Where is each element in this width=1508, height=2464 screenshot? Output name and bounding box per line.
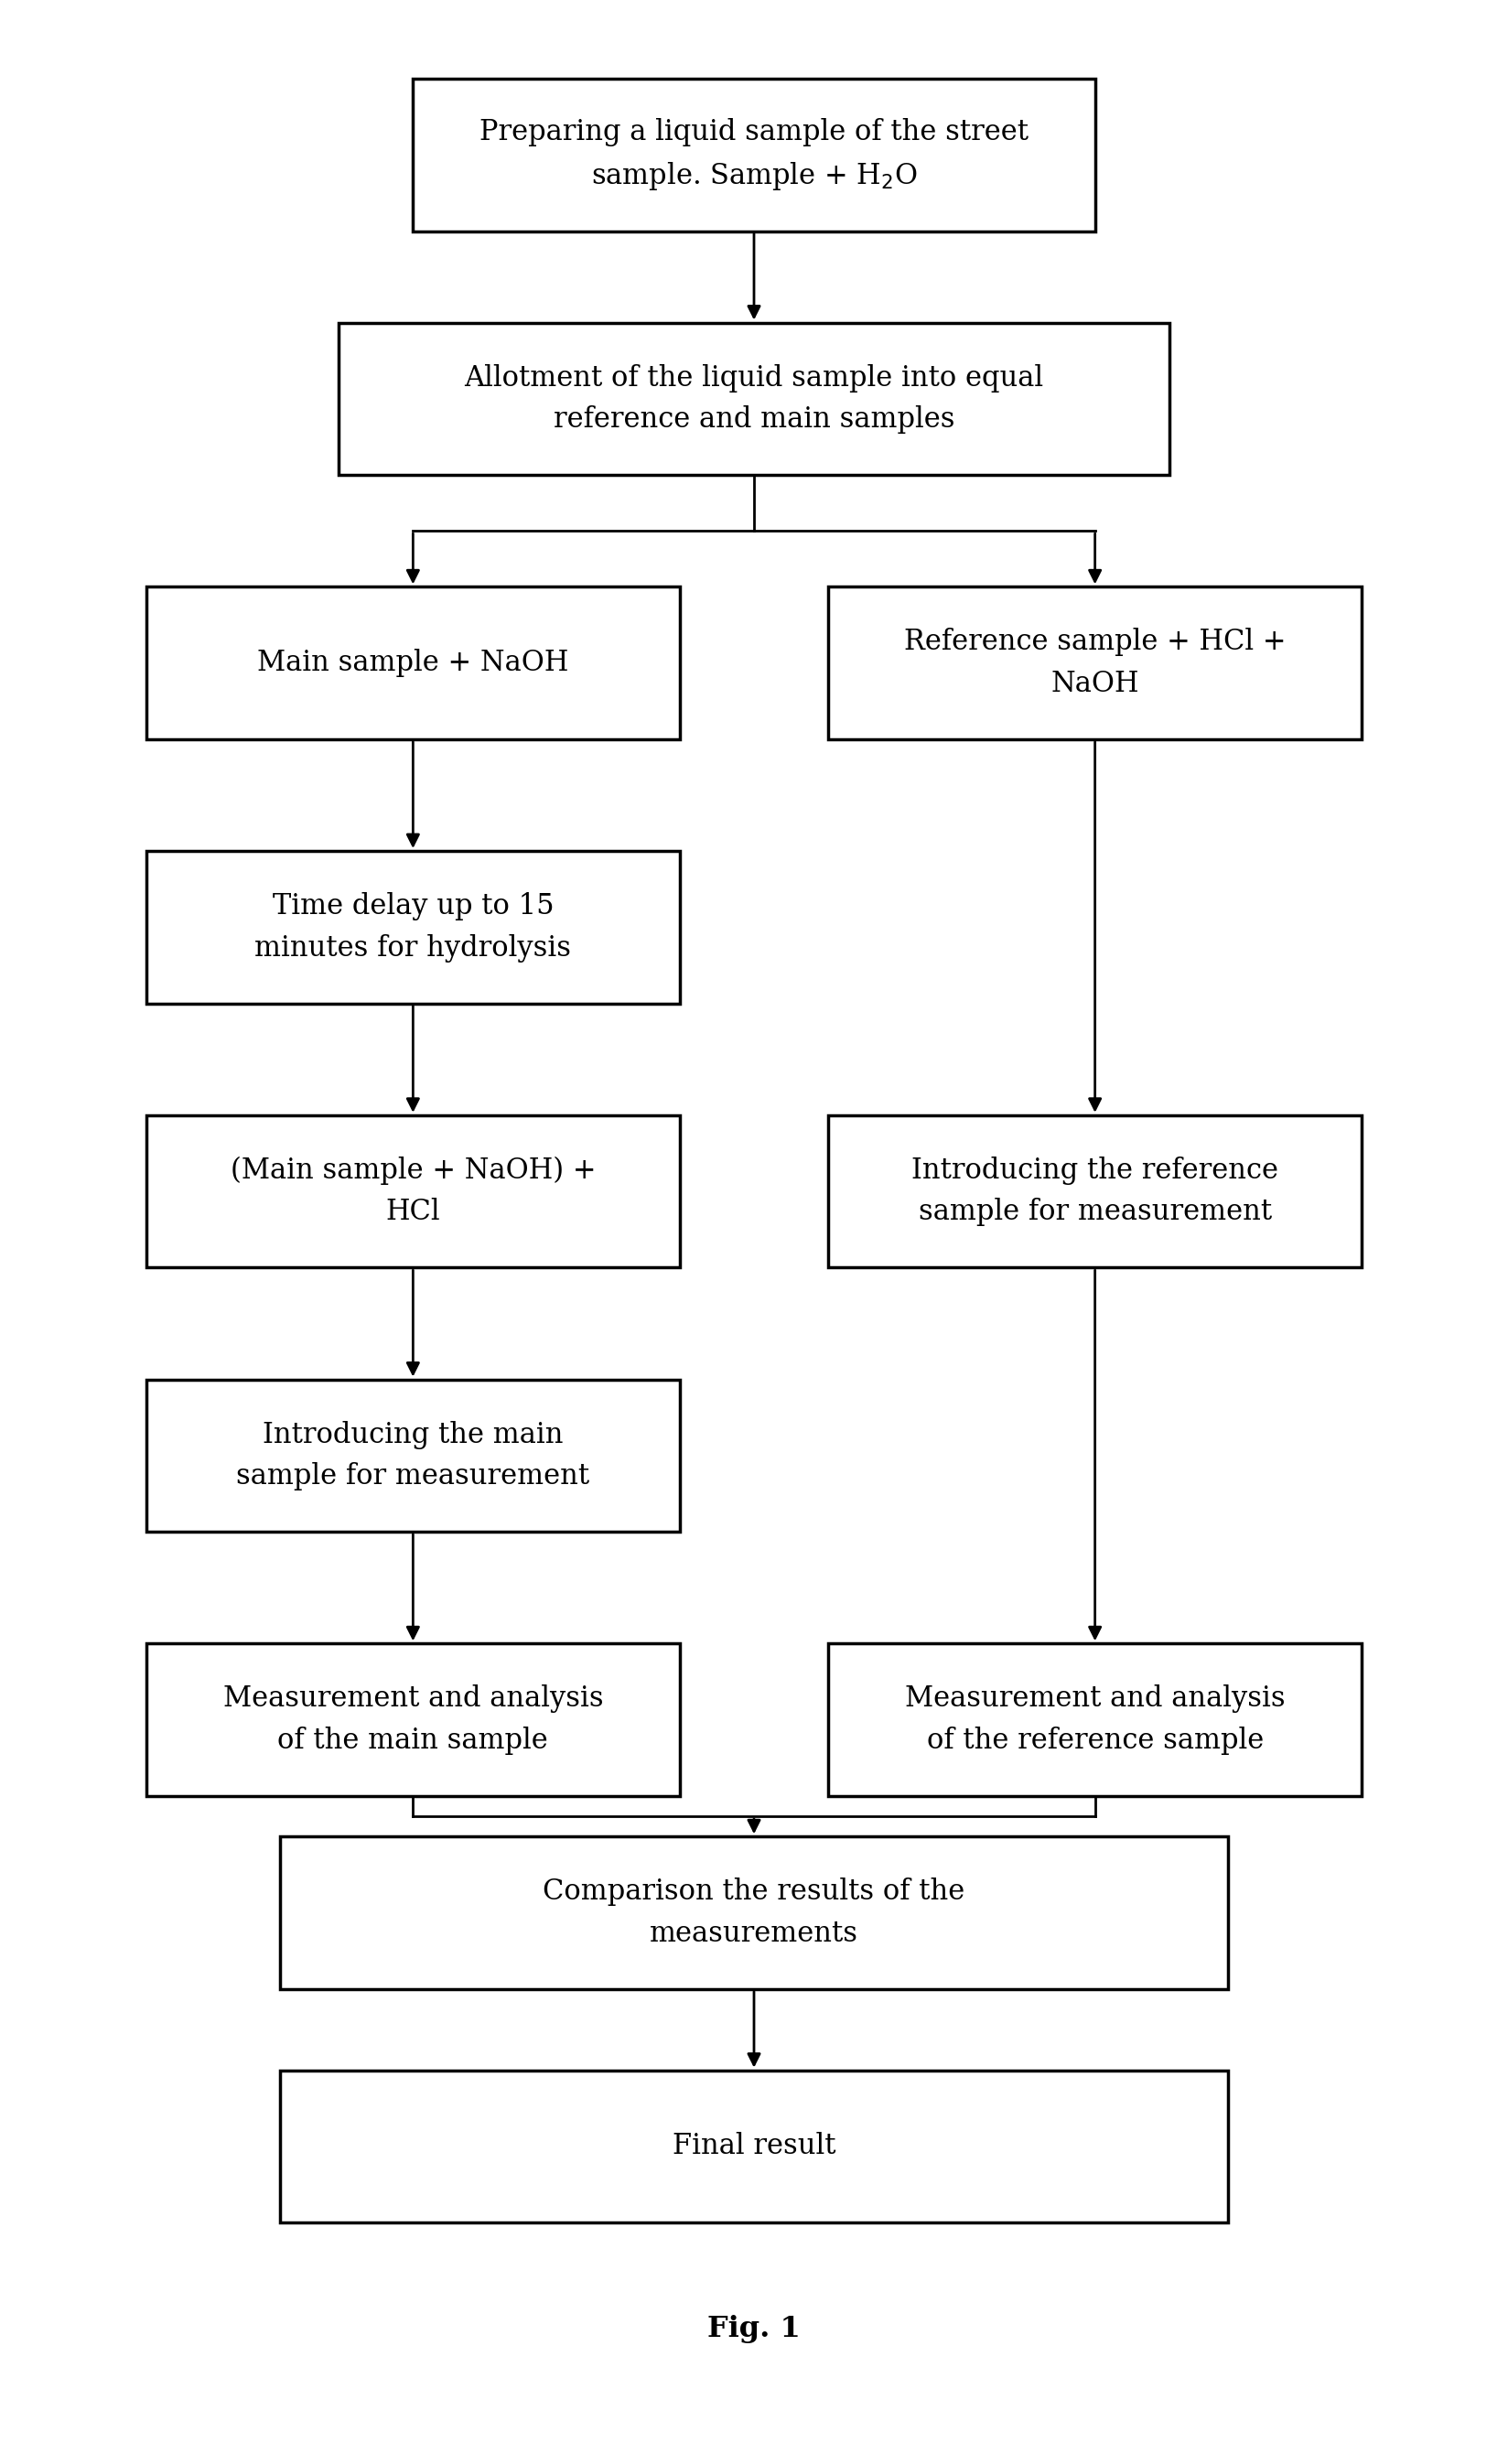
Bar: [828, 586, 1362, 739]
Bar: [339, 323, 1169, 476]
Text: Measurement and analysis
of the main sample: Measurement and analysis of the main sam…: [223, 1685, 603, 1754]
Text: Final result: Final result: [673, 2131, 835, 2161]
Text: Reference sample + HCl +
NaOH: Reference sample + HCl + NaOH: [903, 628, 1286, 697]
Text: Comparison the results of the
measurements: Comparison the results of the measuremen…: [543, 1878, 965, 1947]
Bar: [146, 1116, 680, 1266]
Text: Introducing the reference
sample for measurement: Introducing the reference sample for mea…: [911, 1156, 1279, 1227]
Bar: [413, 79, 1095, 232]
Bar: [828, 1116, 1362, 1266]
Bar: [828, 1643, 1362, 1796]
Bar: [146, 586, 680, 739]
Bar: [146, 850, 680, 1003]
Bar: [279, 2070, 1229, 2223]
Bar: [279, 1836, 1229, 1988]
Bar: [146, 1380, 680, 1533]
Text: Measurement and analysis
of the reference sample: Measurement and analysis of the referenc…: [905, 1685, 1285, 1754]
Text: Preparing a liquid sample of the street
sample. Sample + H$_2$O: Preparing a liquid sample of the street …: [480, 118, 1028, 192]
Text: Allotment of the liquid sample into equal
reference and main samples: Allotment of the liquid sample into equa…: [464, 365, 1044, 434]
Text: Main sample + NaOH: Main sample + NaOH: [258, 648, 569, 678]
Bar: [146, 1643, 680, 1796]
Text: Time delay up to 15
minutes for hydrolysis: Time delay up to 15 minutes for hydrolys…: [255, 892, 572, 961]
Text: Introducing the main
sample for measurement: Introducing the main sample for measurem…: [237, 1422, 590, 1491]
Text: (Main sample + NaOH) +
HCl: (Main sample + NaOH) + HCl: [231, 1156, 596, 1227]
Text: Fig. 1: Fig. 1: [707, 2316, 801, 2343]
